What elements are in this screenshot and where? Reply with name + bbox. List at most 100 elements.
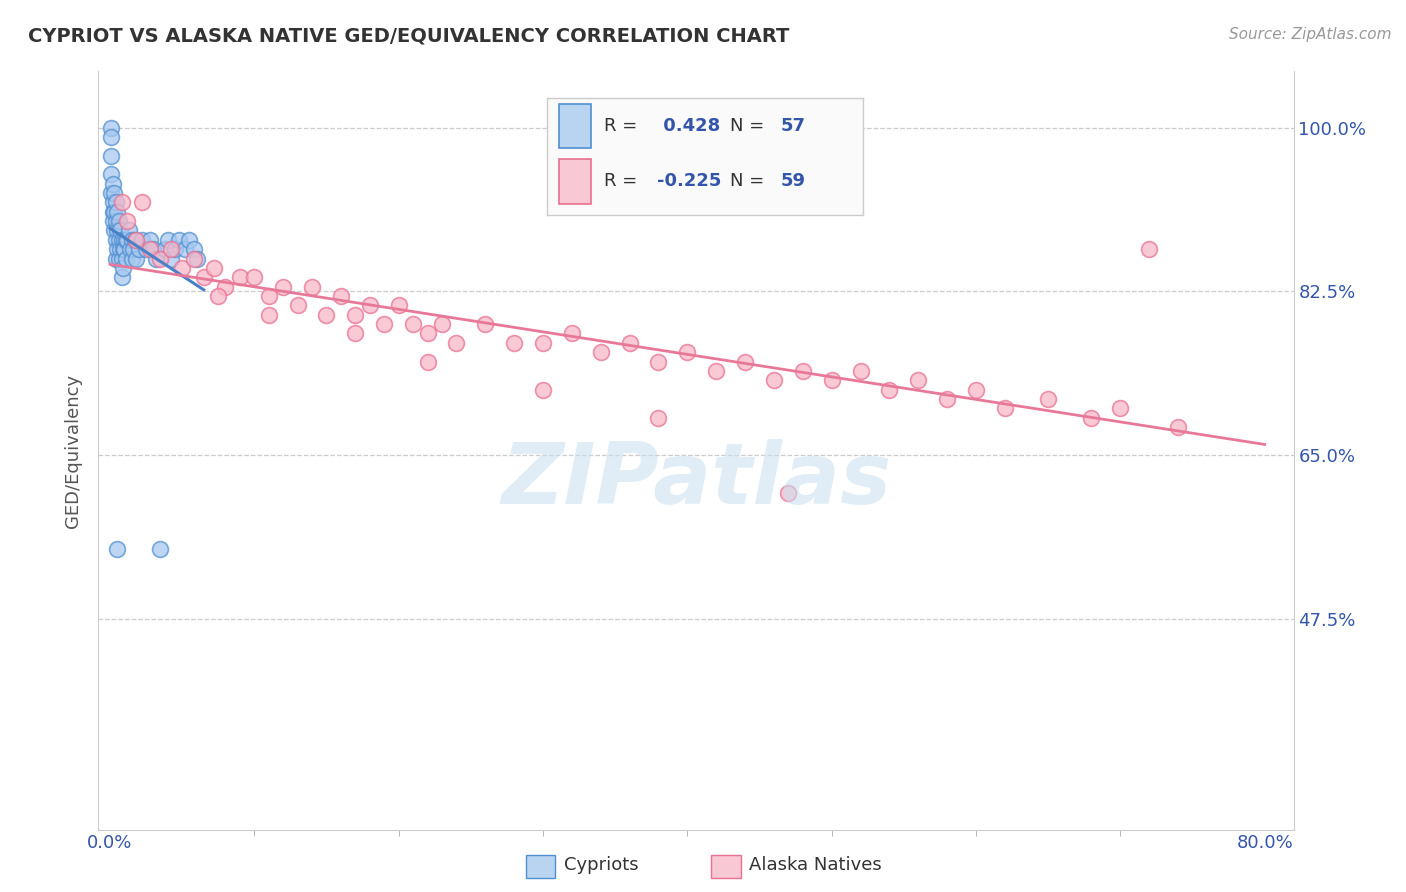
Point bbox=[153, 242, 176, 256]
Point bbox=[994, 401, 1017, 416]
Point bbox=[117, 233, 139, 247]
Point bbox=[104, 252, 127, 266]
Point bbox=[820, 373, 842, 387]
Point bbox=[315, 308, 337, 322]
Point bbox=[416, 354, 439, 368]
Point bbox=[359, 298, 381, 312]
Point bbox=[107, 252, 129, 266]
Point bbox=[163, 242, 186, 256]
Point bbox=[257, 308, 280, 322]
Point bbox=[704, 364, 727, 378]
Point bbox=[111, 260, 134, 275]
Point bbox=[344, 326, 367, 341]
Point bbox=[1036, 392, 1059, 406]
Point bbox=[1137, 242, 1160, 256]
Point bbox=[271, 279, 294, 293]
Point bbox=[100, 148, 122, 162]
Point bbox=[139, 242, 162, 256]
Point bbox=[107, 233, 129, 247]
Point bbox=[125, 252, 148, 266]
Point bbox=[105, 223, 128, 237]
Point bbox=[110, 233, 132, 247]
Point bbox=[125, 233, 148, 247]
Point bbox=[474, 317, 496, 331]
Point bbox=[105, 541, 128, 556]
Point bbox=[1109, 401, 1132, 416]
Point bbox=[135, 242, 157, 256]
Point bbox=[112, 233, 135, 247]
Point bbox=[120, 242, 142, 256]
Point bbox=[531, 335, 554, 350]
Point bbox=[100, 167, 122, 181]
Point bbox=[149, 252, 172, 266]
Point bbox=[193, 270, 215, 285]
Point bbox=[101, 204, 124, 219]
Text: Source: ZipAtlas.com: Source: ZipAtlas.com bbox=[1229, 27, 1392, 42]
Point bbox=[301, 279, 323, 293]
Point bbox=[183, 242, 205, 256]
Point bbox=[329, 289, 352, 303]
Point bbox=[117, 214, 139, 228]
Point bbox=[388, 298, 411, 312]
Text: Alaska Natives: Alaska Natives bbox=[749, 856, 882, 874]
Point bbox=[122, 242, 145, 256]
Text: Cypriots: Cypriots bbox=[564, 856, 638, 874]
Point bbox=[115, 252, 138, 266]
Point bbox=[108, 223, 131, 237]
Point bbox=[676, 345, 699, 359]
Point bbox=[128, 242, 150, 256]
Point bbox=[344, 308, 367, 322]
Point bbox=[105, 204, 128, 219]
Point bbox=[131, 233, 153, 247]
Point bbox=[907, 373, 929, 387]
Point bbox=[110, 252, 132, 266]
Point bbox=[121, 252, 143, 266]
Point bbox=[104, 214, 127, 228]
Point bbox=[110, 270, 132, 285]
Text: CYPRIOT VS ALASKA NATIVE GED/EQUIVALENCY CORRELATION CHART: CYPRIOT VS ALASKA NATIVE GED/EQUIVALENCY… bbox=[28, 27, 790, 45]
Point bbox=[179, 233, 201, 247]
Point bbox=[647, 354, 669, 368]
Point bbox=[186, 252, 208, 266]
Bar bbox=[526, 855, 555, 878]
Point bbox=[104, 233, 127, 247]
Point bbox=[131, 195, 153, 210]
Point bbox=[108, 242, 131, 256]
Point bbox=[1167, 420, 1189, 434]
Point bbox=[159, 252, 181, 266]
Point bbox=[936, 392, 959, 406]
Point bbox=[156, 233, 179, 247]
Point bbox=[101, 214, 124, 228]
Point bbox=[112, 242, 135, 256]
Point bbox=[229, 270, 252, 285]
Point bbox=[115, 233, 138, 247]
Bar bbox=[711, 855, 741, 878]
Point bbox=[172, 260, 194, 275]
Point bbox=[104, 195, 127, 210]
Point bbox=[762, 373, 785, 387]
Point bbox=[118, 223, 141, 237]
Point bbox=[101, 177, 124, 191]
Point bbox=[446, 335, 468, 350]
Point bbox=[167, 233, 190, 247]
Point bbox=[103, 186, 125, 200]
Point bbox=[416, 326, 439, 341]
Y-axis label: GED/Equivalency: GED/Equivalency bbox=[65, 374, 83, 527]
Point bbox=[149, 541, 172, 556]
Point bbox=[531, 383, 554, 397]
Point bbox=[214, 279, 236, 293]
Point bbox=[287, 298, 309, 312]
Point bbox=[1080, 410, 1102, 425]
Point bbox=[101, 195, 124, 210]
Point bbox=[792, 364, 814, 378]
Point bbox=[159, 242, 181, 256]
Point bbox=[879, 383, 901, 397]
Point bbox=[373, 317, 395, 331]
Point bbox=[110, 195, 132, 210]
Point bbox=[202, 260, 225, 275]
Point bbox=[124, 233, 146, 247]
Point bbox=[619, 335, 641, 350]
Point bbox=[142, 242, 165, 256]
Point bbox=[183, 252, 205, 266]
Point bbox=[430, 317, 453, 331]
